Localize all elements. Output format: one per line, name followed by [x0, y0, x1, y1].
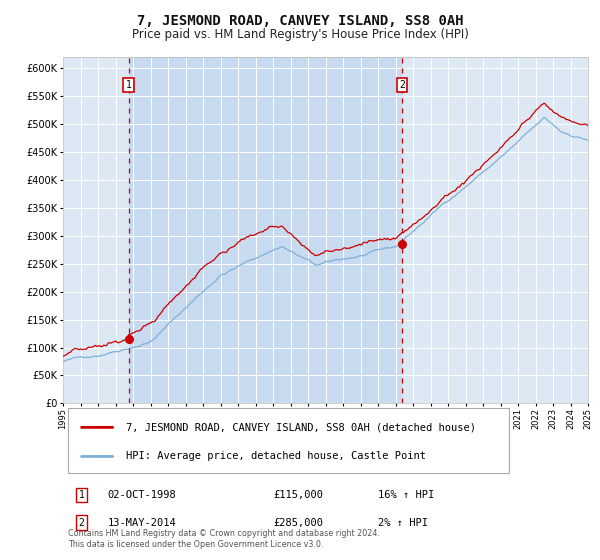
Text: Contains HM Land Registry data © Crown copyright and database right 2024.
This d: Contains HM Land Registry data © Crown c… — [68, 529, 380, 549]
Text: 1: 1 — [125, 80, 131, 90]
Text: 2: 2 — [399, 80, 405, 90]
Text: £285,000: £285,000 — [273, 517, 323, 528]
Bar — [128, 57, 402, 403]
Text: 02-OCT-1998: 02-OCT-1998 — [107, 490, 176, 500]
Text: HPI: Average price, detached house, Castle Point: HPI: Average price, detached house, Cast… — [126, 451, 426, 461]
Text: Price paid vs. HM Land Registry's House Price Index (HPI): Price paid vs. HM Land Registry's House … — [131, 28, 469, 41]
Bar — [68, 408, 509, 473]
Text: 1: 1 — [79, 490, 85, 500]
Text: 7, JESMOND ROAD, CANVEY ISLAND, SS8 0AH: 7, JESMOND ROAD, CANVEY ISLAND, SS8 0AH — [137, 14, 463, 28]
Text: 2: 2 — [79, 517, 85, 528]
Text: 16% ↑ HPI: 16% ↑ HPI — [378, 490, 434, 500]
Text: 2% ↑ HPI: 2% ↑ HPI — [378, 517, 428, 528]
Text: 7, JESMOND ROAD, CANVEY ISLAND, SS8 0AH (detached house): 7, JESMOND ROAD, CANVEY ISLAND, SS8 0AH … — [126, 422, 476, 432]
Text: £115,000: £115,000 — [273, 490, 323, 500]
Text: 13-MAY-2014: 13-MAY-2014 — [107, 517, 176, 528]
